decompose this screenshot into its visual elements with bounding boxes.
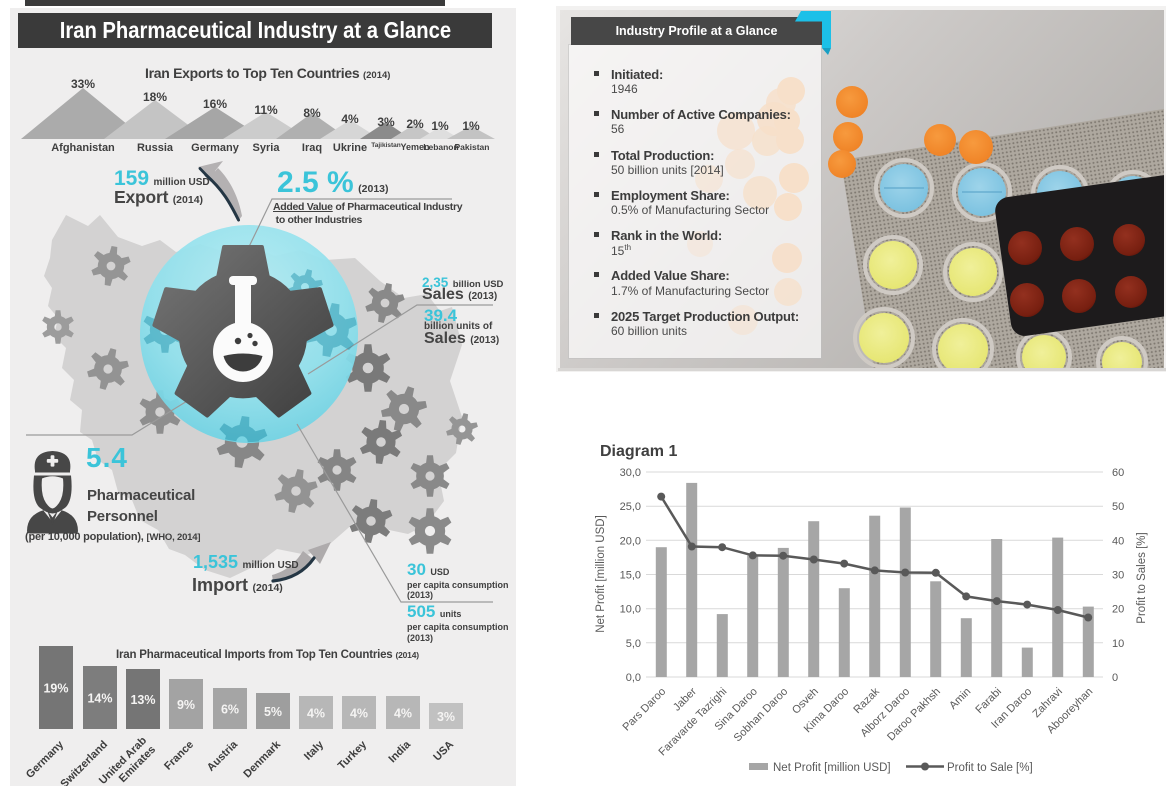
svg-text:3%: 3% — [437, 710, 455, 724]
svg-text:10,0: 10,0 — [620, 604, 641, 616]
svg-text:5,0: 5,0 — [626, 638, 641, 650]
svg-text:Net Profit [million USD]: Net Profit [million USD] — [773, 762, 891, 774]
svg-text:Pars Daroo: Pars Daroo — [620, 686, 668, 734]
svg-text:4%: 4% — [394, 707, 412, 721]
svg-text:Turkey: Turkey — [336, 738, 370, 772]
svg-text:Profit to Sale [%]: Profit to Sale [%] — [947, 762, 1033, 774]
svg-text:Italy: Italy — [302, 738, 327, 763]
svg-text:14%: 14% — [87, 692, 112, 706]
svg-text:India: India — [386, 738, 413, 765]
svg-text:30,0: 30,0 — [620, 467, 641, 479]
svg-text:19%: 19% — [43, 682, 68, 696]
svg-text:30: 30 — [1112, 570, 1124, 582]
svg-text:Profit to Sales [%]: Profit to Sales [%] — [1136, 532, 1148, 623]
svg-text:20,0: 20,0 — [620, 535, 641, 547]
svg-text:Denmark: Denmark — [241, 738, 283, 780]
svg-text:Austria: Austria — [205, 738, 241, 774]
svg-text:Germany: Germany — [24, 738, 67, 781]
svg-text:4%: 4% — [307, 707, 325, 721]
svg-text:Amin: Amin — [947, 686, 973, 712]
svg-text:9%: 9% — [177, 698, 195, 712]
svg-text:0,0: 0,0 — [626, 672, 641, 684]
svg-text:15,0: 15,0 — [620, 570, 641, 582]
svg-text:6%: 6% — [221, 703, 239, 717]
svg-text:Diagram 1: Diagram 1 — [600, 443, 677, 460]
svg-text:60: 60 — [1112, 467, 1124, 479]
svg-text:France: France — [162, 739, 196, 773]
svg-text:13%: 13% — [130, 693, 155, 707]
svg-text:20: 20 — [1112, 604, 1124, 616]
svg-text:25,0: 25,0 — [620, 501, 641, 513]
svg-text:Net Profit [million USD]: Net Profit [million USD] — [595, 515, 607, 633]
svg-text:USA: USA — [431, 739, 456, 764]
svg-text:5%: 5% — [264, 705, 282, 719]
svg-text:40: 40 — [1112, 535, 1124, 547]
svg-text:50: 50 — [1112, 501, 1124, 513]
svg-text:0: 0 — [1112, 672, 1118, 684]
svg-text:10: 10 — [1112, 638, 1124, 650]
svg-text:4%: 4% — [350, 707, 368, 721]
svg-text:Jaber: Jaber — [671, 685, 699, 713]
svg-text:Sobhan Daroo: Sobhan Daroo — [732, 686, 791, 745]
